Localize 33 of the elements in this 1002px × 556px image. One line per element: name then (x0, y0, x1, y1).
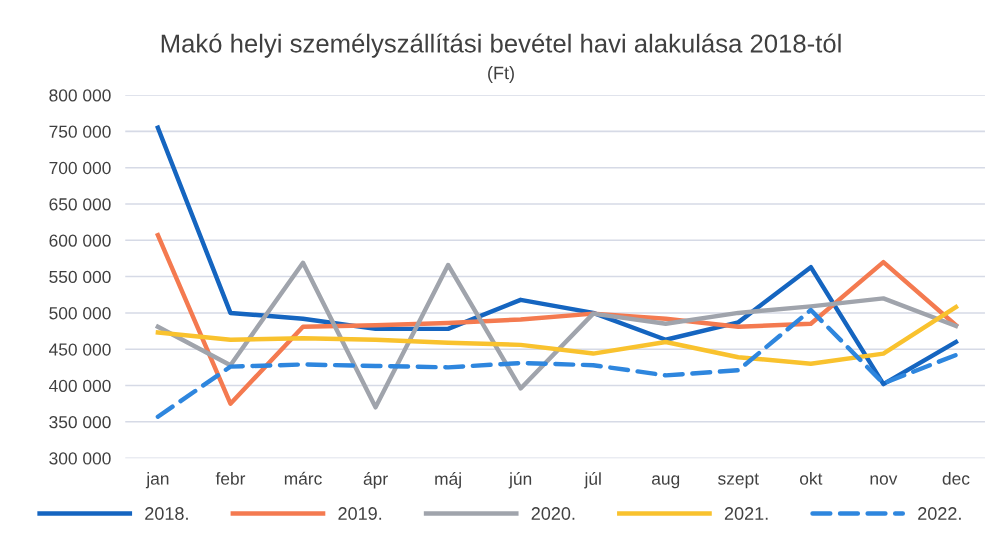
x-tick-label: aug (652, 475, 680, 489)
x-tick-label: máj (435, 472, 461, 489)
line-series (155, 307, 959, 419)
y-tick-label: 500 000 (49, 307, 111, 320)
y-tick-label: 800 000 (49, 89, 111, 102)
x-tick-label: jan (145, 472, 169, 489)
y-tick-label: 600 000 (49, 234, 111, 247)
x-tick-label: okt (800, 472, 823, 485)
legend-label: 2021. (724, 507, 768, 520)
x-tick-label: febr (215, 472, 246, 485)
y-tick-label: 400 000 (49, 379, 111, 392)
chart-subtitle: (Ft) (488, 66, 514, 83)
line-series (155, 260, 959, 410)
x-tick-label: júl (584, 472, 601, 489)
x-tick-label: ápr (363, 472, 388, 489)
chart-title: Makó helyi személyszállítási bevétel havi alakulása 2018-tól (161, 33, 841, 58)
legend-label: 2019. (338, 507, 382, 520)
legend-label: 2018. (145, 507, 188, 520)
y-tick-label: 550 000 (49, 270, 111, 284)
x-tick-label: szept (718, 473, 759, 489)
x-tick-label: nov (870, 475, 898, 485)
y-tick-label: 700 000 (49, 161, 111, 175)
x-tick-label: márc (284, 471, 322, 485)
y-tick-label: 450 000 (49, 343, 111, 356)
line-series (155, 304, 959, 366)
x-tick-label: jún (508, 472, 532, 489)
legend-label: 2020. (531, 507, 575, 520)
y-tick-label: 350 000 (49, 416, 111, 429)
y-tick-label: 300 000 (49, 452, 111, 465)
y-tick-label: 650 000 (49, 198, 111, 211)
x-tick-label: dec (942, 472, 970, 485)
legend-label: 2022. (918, 507, 961, 520)
y-tick-label: 750 000 (49, 125, 111, 138)
